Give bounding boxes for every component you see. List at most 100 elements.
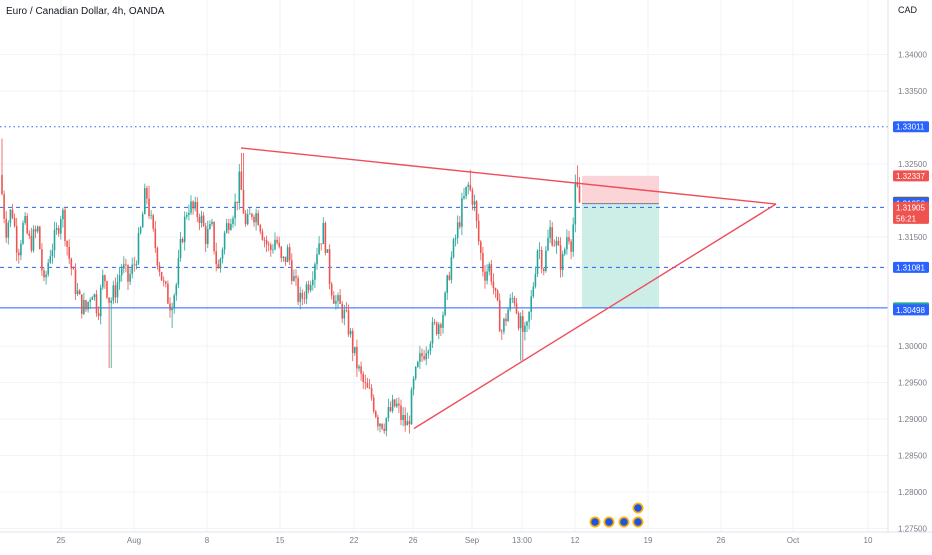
candle-body bbox=[551, 227, 553, 246]
candle-body bbox=[211, 221, 213, 225]
price-tick-label: 1.30000 bbox=[898, 342, 927, 351]
candle-body bbox=[396, 403, 398, 407]
candle-body bbox=[555, 240, 558, 246]
candle-body bbox=[509, 298, 511, 310]
candle-body bbox=[480, 241, 482, 254]
candle-body bbox=[513, 298, 516, 304]
candle-body bbox=[135, 263, 138, 266]
candle-body bbox=[400, 405, 402, 421]
candle-body bbox=[64, 209, 66, 242]
candle-body bbox=[507, 309, 509, 322]
candle-body bbox=[150, 215, 152, 217]
candle-body bbox=[30, 235, 33, 251]
candle-body bbox=[66, 241, 68, 247]
grid-lines bbox=[0, 0, 888, 532]
candle-body bbox=[32, 229, 35, 251]
trendlines[interactable] bbox=[240, 147, 777, 430]
event-marker-inner bbox=[634, 504, 642, 512]
price-axis[interactable]: 1.34000 1.33500 1.32500 1.31500 1.30000 1.295… bbox=[898, 51, 927, 534]
candle-body bbox=[70, 258, 73, 269]
candle-body bbox=[366, 382, 369, 388]
candle-body bbox=[255, 213, 257, 223]
candle-body bbox=[543, 268, 545, 272]
short-position-tool[interactable] bbox=[582, 175, 659, 308]
candle-body bbox=[362, 373, 364, 382]
candle-body bbox=[152, 215, 154, 229]
candle-body bbox=[284, 256, 287, 262]
candle-body bbox=[22, 222, 24, 244]
price-labels: 1.330111.323371.319741.319561.3190556:21… bbox=[893, 121, 929, 316]
candle-body bbox=[322, 222, 325, 245]
candle-body bbox=[5, 218, 7, 238]
time-axis[interactable]: 25 Aug 8 15 22 26 Sep 13:00 12 19 26 Oct 10 bbox=[57, 536, 873, 545]
candle-body bbox=[62, 209, 64, 220]
candle-body bbox=[85, 300, 87, 310]
candle-body bbox=[335, 301, 337, 304]
candle-body bbox=[438, 324, 440, 334]
candle-body bbox=[297, 278, 299, 302]
candle-body bbox=[51, 250, 54, 257]
time-tick-label: 19 bbox=[644, 536, 653, 545]
candle-body bbox=[47, 262, 49, 275]
candle-body bbox=[293, 276, 295, 281]
candle-body bbox=[139, 227, 142, 233]
candle-body bbox=[482, 253, 484, 272]
price-badge-label: 1.31905 bbox=[896, 203, 925, 212]
candle-body bbox=[183, 216, 186, 243]
candle-body bbox=[123, 264, 125, 269]
candle-body bbox=[465, 186, 467, 197]
event-marker-inner bbox=[605, 518, 613, 526]
candle-body bbox=[538, 250, 541, 251]
candle-body bbox=[467, 184, 469, 187]
candle-body bbox=[244, 213, 247, 225]
candle-body bbox=[545, 250, 547, 272]
candle-body bbox=[41, 249, 43, 271]
event-markers[interactable] bbox=[589, 502, 644, 528]
candle-body bbox=[494, 287, 497, 291]
take-profit-zone bbox=[582, 203, 659, 308]
candle-body bbox=[118, 275, 121, 283]
candle-body bbox=[423, 356, 425, 360]
horizontal-levels[interactable] bbox=[0, 126, 888, 309]
candle-body bbox=[162, 280, 165, 282]
candle-body bbox=[505, 318, 507, 322]
candle-body bbox=[316, 254, 318, 265]
candle-body bbox=[200, 215, 203, 223]
candle-body bbox=[387, 407, 390, 419]
candle-body bbox=[265, 240, 268, 245]
candle-body bbox=[106, 281, 108, 298]
candle-body bbox=[276, 239, 278, 243]
candle-body bbox=[112, 285, 115, 301]
candle-body bbox=[129, 274, 131, 282]
price-badge bbox=[893, 261, 929, 273]
candle-body bbox=[261, 231, 264, 240]
candle-body bbox=[215, 251, 217, 265]
event-marker-inner bbox=[634, 518, 642, 526]
candle-body bbox=[530, 296, 532, 312]
candle-body bbox=[385, 418, 388, 431]
candle-body bbox=[291, 260, 293, 281]
candle-body bbox=[431, 322, 434, 344]
candle-body bbox=[364, 381, 367, 383]
price-badge-label: 1.33011 bbox=[896, 123, 925, 132]
candle-body bbox=[446, 275, 448, 293]
candle-body bbox=[463, 196, 465, 199]
candle-body bbox=[490, 264, 493, 282]
currency-label: CAD bbox=[898, 5, 918, 15]
candle-body bbox=[167, 283, 169, 304]
candle-body bbox=[305, 284, 308, 299]
candle-body bbox=[274, 239, 276, 250]
candle-body bbox=[177, 258, 180, 285]
candle-body bbox=[282, 256, 285, 259]
candle-body bbox=[190, 201, 192, 213]
candle-body bbox=[72, 268, 75, 270]
candle-body bbox=[501, 331, 503, 333]
candle-body bbox=[223, 232, 226, 250]
candle-body bbox=[144, 188, 146, 215]
candle-body bbox=[198, 217, 201, 223]
time-tick-label: Aug bbox=[127, 536, 141, 545]
candle-body bbox=[444, 292, 446, 316]
candle-body bbox=[486, 271, 488, 281]
